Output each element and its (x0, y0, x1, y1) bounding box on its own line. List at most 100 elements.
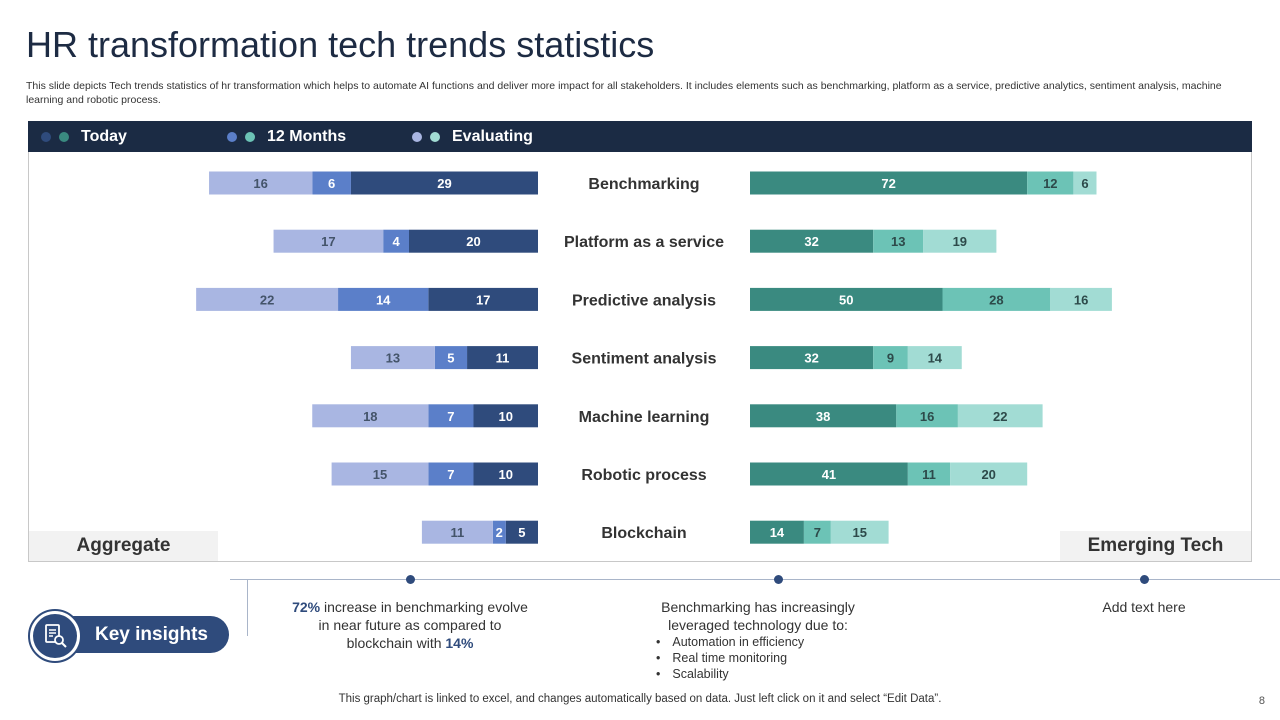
legend-item-evaluating: Evaluating (412, 121, 533, 152)
category-label: Sentiment analysis (572, 351, 717, 368)
legend-item-today: Today (41, 121, 127, 152)
aggregate-bar-segment (383, 229, 409, 253)
emerging-bar-segment (923, 229, 997, 253)
timeline-connector (230, 579, 248, 636)
insight-2-bullet: Scalability (638, 666, 878, 682)
aggregate-bar-segment (473, 404, 538, 428)
page-title: HR transformation tech trends statistics (26, 24, 655, 65)
aggregate-bar-label: 4 (392, 234, 400, 249)
insight-3[interactable]: Add text here (1102, 599, 1186, 615)
emerging-bar-segment (896, 404, 958, 428)
emerging-bar-segment (750, 520, 804, 544)
aggregate-label: Aggregate (29, 531, 218, 561)
legend-dot-evaluating-emerging (430, 131, 440, 142)
legend-dot-12-months-emerging (245, 131, 255, 142)
insight-2: Benchmarking has increasingly leveraged … (638, 598, 878, 682)
aggregate-bar-segment (409, 229, 538, 253)
aggregate-bar-label: 11 (496, 351, 510, 366)
emerging-bar-segment (830, 520, 889, 544)
aggregate-bar-segment (331, 462, 429, 486)
insight-1-highlight-1: 72% (292, 599, 321, 615)
emerging-bar-segment (907, 462, 951, 486)
category-label: Benchmarking (588, 176, 699, 193)
aggregate-bar-label: 29 (437, 176, 451, 191)
legend-item-12-months: 12 Months (227, 121, 346, 152)
legend-label-today: Today (81, 127, 127, 145)
emerging-bar-label: 13 (891, 234, 905, 249)
aggregate-bar-label: 7 (447, 467, 454, 482)
emerging-bar-label: 15 (852, 525, 866, 540)
aggregate-bar-segment (312, 171, 351, 195)
category-label: Robotic process (581, 467, 706, 484)
emerging-bar-label: 12 (1043, 176, 1057, 191)
emerging-bar-segment (1073, 171, 1097, 195)
emerging-bar-segment (873, 229, 924, 253)
aggregate-bar-segment (196, 287, 339, 311)
aggregate-bar-label: 18 (363, 409, 377, 424)
emerging-bar-label: 41 (822, 467, 836, 482)
category-label: Machine learning (579, 409, 710, 426)
aggregate-bar-label: 5 (518, 525, 525, 540)
aggregate-bar-label: 15 (373, 467, 387, 482)
emerging-bar-label: 7 (814, 525, 821, 540)
legend-label-evaluating: Evaluating (452, 127, 533, 145)
aggregate-bar-segment (492, 520, 506, 544)
aggregate-bar-segment (312, 404, 429, 428)
emerging-bar-segment (1027, 171, 1074, 195)
emerging-bar-segment (750, 462, 908, 486)
insight-2-bullets: Automation in efficiency Real time monit… (638, 634, 878, 682)
aggregate-bar-segment (505, 520, 538, 544)
aggregate-bar-segment (421, 520, 493, 544)
aggregate-bar-segment (428, 404, 474, 428)
legend-bar: Today 12 Months Evaluating (28, 121, 1252, 152)
aggregate-bar-label: 14 (376, 292, 391, 307)
aggregate-bar-label: 11 (451, 525, 465, 540)
emerging-bar-segment (750, 171, 1028, 195)
page-number: 8 (1258, 695, 1265, 707)
emerging-bar-segment (957, 404, 1043, 428)
emerging-bar-segment (873, 346, 908, 370)
aggregate-bar-label: 10 (499, 409, 513, 424)
aggregate-bar-segment (350, 346, 435, 370)
emerging-tech-label: Emerging Tech (1060, 531, 1251, 561)
emerging-bar-segment (750, 229, 874, 253)
footer-note: This graph/chart is linked to excel, and… (338, 693, 942, 705)
emerging-bar-segment (750, 404, 897, 428)
aggregate-bar-segment (350, 171, 538, 195)
timeline-dot-1 (406, 575, 415, 584)
timeline-dot-2 (774, 575, 783, 584)
emerging-bar-label: 22 (993, 409, 1007, 424)
emerging-bar-label: 19 (953, 234, 967, 249)
emerging-bar-label: 14 (770, 525, 785, 540)
aggregate-bar-label: 10 (499, 467, 513, 482)
aggregate-bar-label: 22 (260, 292, 274, 307)
emerging-bar-label: 72 (881, 176, 895, 191)
legend-dot-12-months-aggregate (227, 131, 237, 142)
aggregate-bar-label: 13 (386, 351, 400, 366)
aggregate-bar-segment (428, 462, 474, 486)
insight-2-bullet: Real time monitoring (638, 650, 878, 666)
timeline-dot-3 (1140, 575, 1149, 584)
aggregate-bar-segment (467, 346, 538, 370)
aggregate-bar-segment (473, 462, 538, 486)
aggregate-bar-label: 7 (447, 409, 454, 424)
aggregate-bar-label: 17 (476, 292, 490, 307)
emerging-bar-segment (750, 346, 874, 370)
emerging-bar-label: 50 (839, 292, 853, 307)
emerging-bar-label: 16 (1074, 292, 1088, 307)
category-label: Blockchain (601, 525, 686, 542)
emerging-bar-segment (950, 462, 1028, 486)
emerging-bar-label: 32 (804, 234, 818, 249)
key-insights-icon-ring (28, 609, 82, 663)
legend-dot-today-emerging (59, 131, 69, 142)
emerging-bar-label: 38 (816, 409, 830, 424)
emerging-bar-segment (750, 287, 943, 311)
insight-1: 72% increase in benchmarking evolve in n… (285, 598, 535, 652)
aggregate-bar-label: 17 (321, 234, 335, 249)
emerging-bar-label: 14 (928, 351, 943, 366)
key-insights-label: Key insights (95, 623, 208, 645)
category-label: Platform as a service (564, 234, 724, 251)
aggregate-bar-label: 20 (466, 234, 480, 249)
aggregate-bar-label: 2 (496, 525, 503, 540)
